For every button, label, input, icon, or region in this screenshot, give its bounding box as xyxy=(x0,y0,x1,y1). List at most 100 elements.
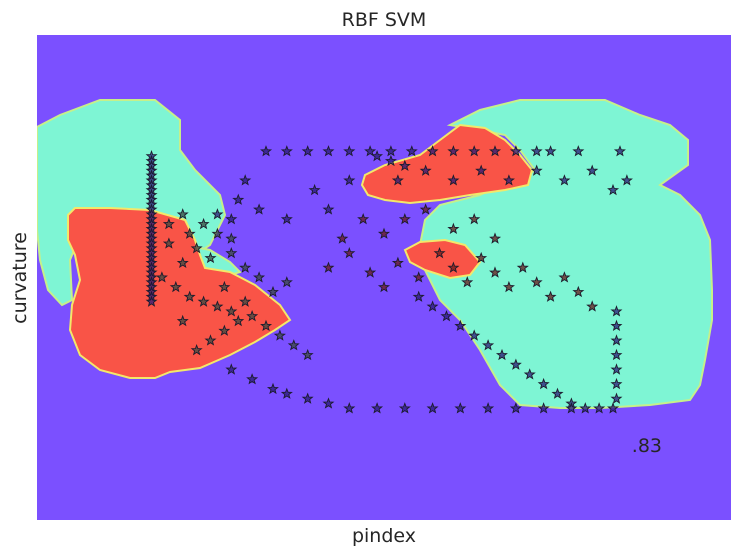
scatter-point-series-0-58 xyxy=(579,402,592,414)
scatter-point-series-0-68 xyxy=(225,363,238,375)
y-axis-label: curvature xyxy=(9,232,31,324)
scatter-point-series-0-39 xyxy=(426,145,439,157)
scatter-point-series-0-93 xyxy=(447,174,460,186)
scatter-point-series-2-21 xyxy=(419,203,432,215)
scatter-point-series-1-28 xyxy=(162,217,175,230)
scatter-point-series-0-96 xyxy=(530,164,543,176)
scatter-point-series-1-0 xyxy=(225,247,238,259)
scatter-point-series-1-30 xyxy=(197,217,210,230)
scatter-point-series-2-10 xyxy=(489,266,502,278)
scatter-point-series-0-74 xyxy=(343,402,356,414)
scatter-point-series-2-6 xyxy=(433,247,446,259)
scatter-point-series-1-17 xyxy=(246,310,259,322)
scatter-point-series-2-14 xyxy=(544,290,557,302)
scatter-point-series-1-22 xyxy=(301,348,314,361)
scatter-point-series-0-32 xyxy=(280,145,293,157)
scatter-point-series-0-59 xyxy=(593,402,606,414)
scatter-point-series-1-15 xyxy=(266,285,279,298)
scatter-point-series-2-12 xyxy=(516,261,529,273)
scatter-point-series-1-2 xyxy=(253,271,266,283)
scatter-point-series-0-63 xyxy=(610,363,623,375)
scatter-point-series-0-55 xyxy=(537,377,550,390)
scatter-point-series-0-53 xyxy=(509,358,522,370)
scatter-point-series-2-11 xyxy=(502,280,515,293)
scatter-point-series-0-61 xyxy=(610,392,623,404)
scatter-point-series-2-2 xyxy=(364,266,377,278)
scatter-point-series-0-51 xyxy=(482,339,495,351)
scatter-point-series-0-40 xyxy=(447,145,460,157)
scatter-point-series-1-19 xyxy=(260,319,273,332)
scatter-point-series-0-42 xyxy=(489,145,502,157)
scatter-point-series-0-67 xyxy=(610,305,623,317)
scatter-point-series-0-101 xyxy=(613,145,626,157)
scatter-point-series-2-5 xyxy=(412,271,425,283)
scatter-point-series-1-25 xyxy=(190,344,203,356)
scatter-point-series-0-83 xyxy=(371,150,384,162)
scatter-point-series-0-72 xyxy=(301,392,314,404)
scatter-point-series-0-87 xyxy=(308,183,321,196)
scatter-point-series-0-41 xyxy=(468,145,481,157)
scatter-point-series-1-21 xyxy=(287,339,300,351)
scatter-point-series-2-23 xyxy=(377,227,391,239)
scatter-point-series-2-18 xyxy=(447,222,460,235)
scatter-point-series-0-45 xyxy=(544,145,557,157)
scatter-point-series-0-36 xyxy=(364,145,377,157)
scatter-point-series-0-80 xyxy=(509,402,522,414)
scatter-point-series-0-99 xyxy=(607,183,620,196)
scatter-point-series-0-92 xyxy=(419,164,432,176)
decision-region-b-middle xyxy=(403,238,482,280)
scatter-point-series-0-71 xyxy=(280,387,293,399)
scatter-point-series-0-35 xyxy=(343,145,356,157)
scatter-point-series-2-9 xyxy=(475,251,488,264)
scatter-point-series-0-48 xyxy=(440,310,453,322)
scatter-point-series-1-23 xyxy=(218,324,231,336)
scatter-point-series-1-29 xyxy=(176,208,189,220)
scatter-points xyxy=(145,145,633,414)
scatter-point-series-1-5 xyxy=(190,242,203,254)
scatter-point-series-0-31 xyxy=(260,145,273,157)
scatter-point-series-0-43 xyxy=(509,145,522,157)
scatter-point-series-1-12 xyxy=(211,300,224,312)
scatter-point-series-1-6 xyxy=(176,256,189,269)
scatter-point-series-1-20 xyxy=(273,329,286,341)
scatter-point-series-1-3 xyxy=(218,280,231,293)
scatter-point-series-0-60 xyxy=(607,402,620,414)
scatter-point-series-0-62 xyxy=(610,377,623,390)
scatter-point-series-2-22 xyxy=(398,213,411,225)
x-axis-label: pindex xyxy=(352,525,416,547)
scatter-point-series-0-56 xyxy=(551,387,564,399)
scatter-point-series-2-0 xyxy=(322,261,335,273)
scatter-point-series-0-90 xyxy=(225,213,238,225)
scatter-point-series-0-82 xyxy=(565,402,578,414)
scatter-point-series-2-4 xyxy=(391,256,404,269)
score-annotation: .83 xyxy=(632,435,662,457)
scatter-point-series-0-77 xyxy=(426,402,439,414)
scatter-point-series-0-104 xyxy=(253,203,266,215)
scatter-point-series-0-103 xyxy=(211,208,224,220)
scatter-point-series-1-18 xyxy=(232,314,245,327)
scatter-point-series-1-16 xyxy=(280,276,293,288)
scatter-point-series-2-24 xyxy=(357,213,370,225)
scatter-point-series-0-50 xyxy=(468,329,481,341)
scatter-point-series-0-54 xyxy=(523,368,536,380)
scatter-point-series-0-81 xyxy=(537,402,550,414)
scatter-point-series-1-31 xyxy=(211,227,224,239)
scatter-point-series-2-16 xyxy=(572,285,585,298)
scatter-point-series-2-13 xyxy=(530,276,543,288)
scatter-point-series-1-1 xyxy=(239,261,252,273)
scatter-point-series-0-33 xyxy=(301,145,314,157)
scatter-point-series-1-9 xyxy=(169,280,182,293)
scatter-point-series-0-97 xyxy=(558,174,571,186)
scatter-point-series-0-89 xyxy=(232,193,245,205)
chart-title: RBF SVM xyxy=(342,9,427,31)
scatter-point-series-0-78 xyxy=(454,402,467,414)
scatter-point-series-2-19 xyxy=(468,213,481,225)
scatter-point-series-2-8 xyxy=(461,276,474,288)
scatter-point-series-0-73 xyxy=(322,397,335,409)
scatter-point-series-0-86 xyxy=(343,174,356,186)
scatter-point-series-0-100 xyxy=(620,174,633,186)
scatter-point-series-0-94 xyxy=(475,164,488,176)
scatter-point-series-2-25 xyxy=(336,232,349,244)
scatter-point-series-2-17 xyxy=(586,300,599,312)
